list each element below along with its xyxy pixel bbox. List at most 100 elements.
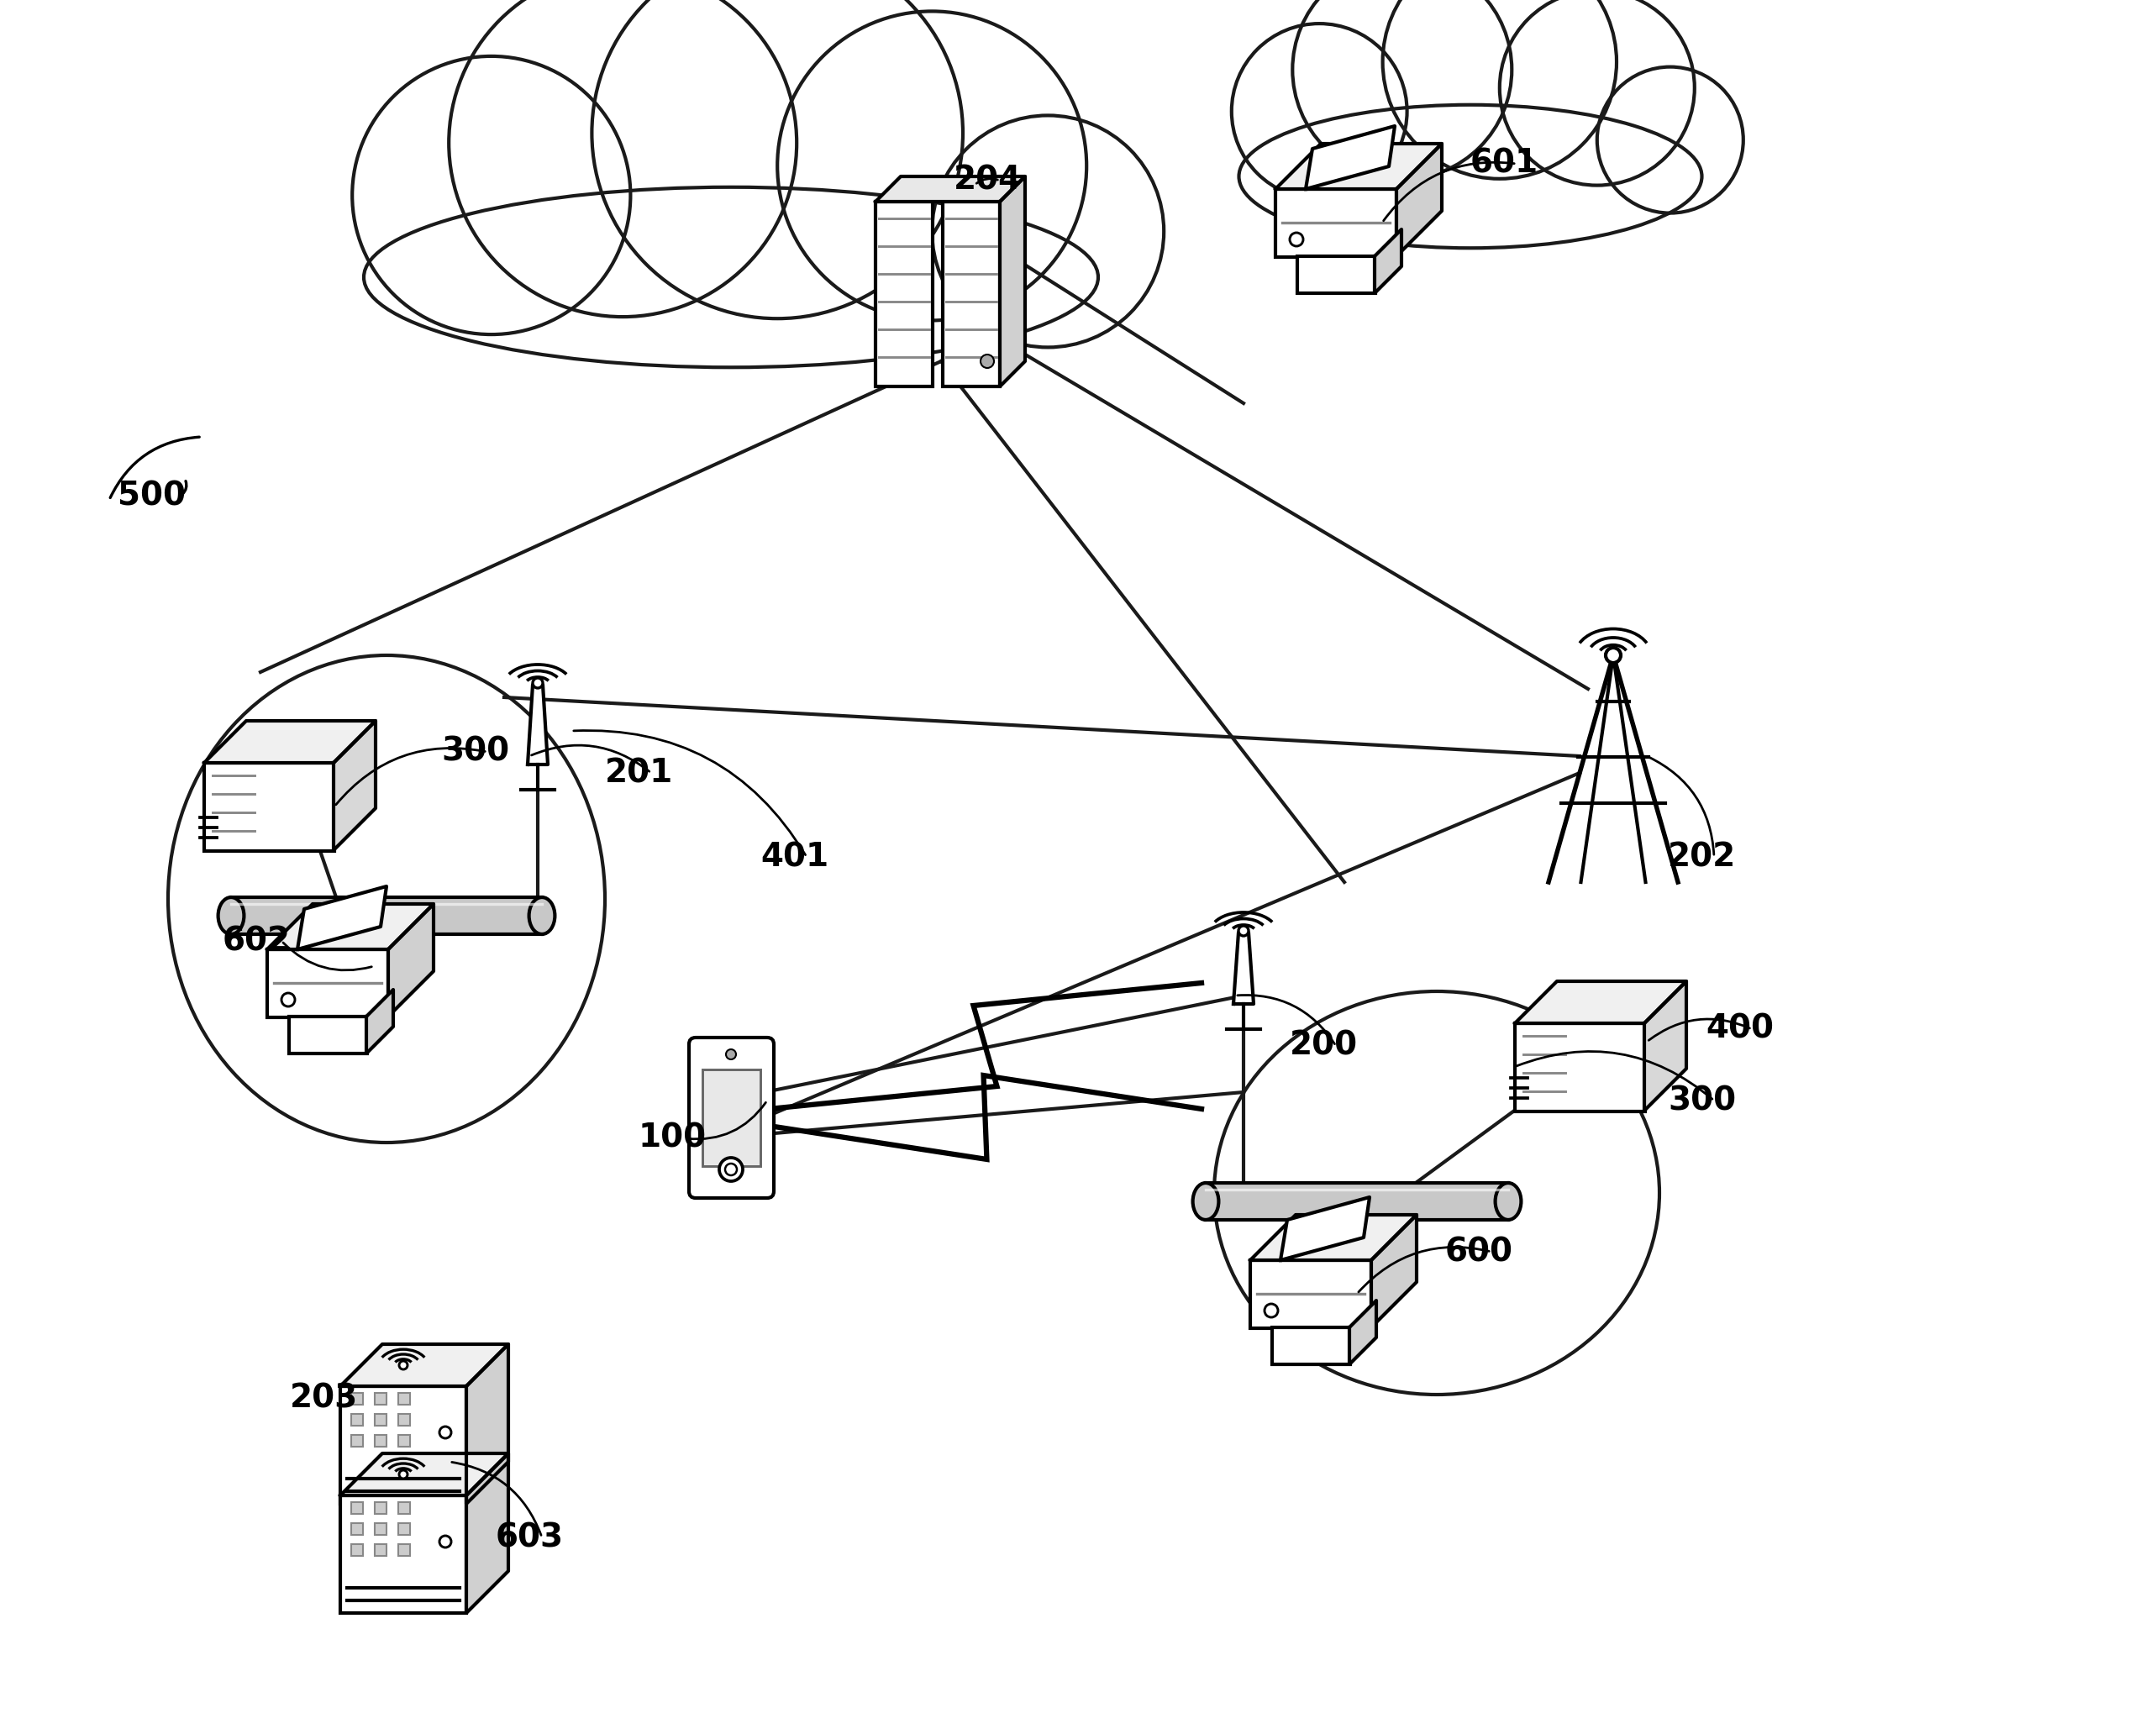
Circle shape <box>533 678 543 688</box>
FancyBboxPatch shape <box>399 1413 410 1425</box>
FancyBboxPatch shape <box>351 1392 362 1405</box>
Circle shape <box>981 354 994 368</box>
Circle shape <box>399 1470 407 1479</box>
Text: 203: 203 <box>289 1382 358 1415</box>
FancyBboxPatch shape <box>1250 1261 1371 1328</box>
Ellipse shape <box>218 896 244 935</box>
Circle shape <box>593 0 964 319</box>
Circle shape <box>1266 1304 1279 1318</box>
Circle shape <box>1289 232 1302 246</box>
Polygon shape <box>1371 1216 1416 1328</box>
Circle shape <box>440 1427 451 1437</box>
Polygon shape <box>388 903 433 1016</box>
FancyBboxPatch shape <box>942 201 1000 387</box>
Text: 602: 602 <box>222 924 291 957</box>
FancyBboxPatch shape <box>375 1502 386 1514</box>
FancyBboxPatch shape <box>690 1037 774 1198</box>
FancyBboxPatch shape <box>375 1522 386 1535</box>
Polygon shape <box>1516 981 1686 1023</box>
FancyBboxPatch shape <box>351 1413 362 1425</box>
Circle shape <box>1382 0 1617 179</box>
Circle shape <box>399 1361 407 1370</box>
Circle shape <box>1606 649 1621 662</box>
FancyBboxPatch shape <box>875 201 934 387</box>
Polygon shape <box>466 1344 509 1503</box>
Text: 200: 200 <box>1289 1030 1358 1061</box>
Circle shape <box>778 10 1087 321</box>
Text: 300: 300 <box>442 735 509 768</box>
FancyBboxPatch shape <box>351 1436 362 1446</box>
Polygon shape <box>1350 1300 1376 1365</box>
Text: 500: 500 <box>119 480 185 512</box>
Polygon shape <box>1250 1216 1416 1261</box>
Text: 401: 401 <box>761 841 828 872</box>
FancyBboxPatch shape <box>351 1522 362 1535</box>
Text: 600: 600 <box>1445 1236 1514 1268</box>
Text: 400: 400 <box>1705 1013 1774 1046</box>
Ellipse shape <box>528 896 554 935</box>
Ellipse shape <box>168 655 606 1143</box>
FancyBboxPatch shape <box>289 1016 367 1054</box>
FancyBboxPatch shape <box>399 1392 410 1405</box>
Polygon shape <box>1397 144 1442 257</box>
Circle shape <box>1231 24 1408 199</box>
Polygon shape <box>1376 229 1401 293</box>
Circle shape <box>724 1164 737 1176</box>
Polygon shape <box>1000 177 1024 387</box>
Text: 601: 601 <box>1470 147 1539 180</box>
FancyBboxPatch shape <box>375 1413 386 1425</box>
Polygon shape <box>341 1344 509 1385</box>
FancyBboxPatch shape <box>375 1545 386 1555</box>
FancyBboxPatch shape <box>1205 1183 1509 1219</box>
Ellipse shape <box>364 187 1097 368</box>
Circle shape <box>351 55 630 335</box>
FancyBboxPatch shape <box>267 948 388 1018</box>
Text: 603: 603 <box>496 1521 565 1554</box>
FancyBboxPatch shape <box>351 1502 362 1514</box>
FancyBboxPatch shape <box>341 1385 466 1503</box>
Text: 201: 201 <box>606 758 673 789</box>
Polygon shape <box>875 177 1024 201</box>
Ellipse shape <box>1496 1183 1522 1219</box>
Circle shape <box>448 0 798 317</box>
Ellipse shape <box>1214 992 1660 1394</box>
Circle shape <box>282 994 295 1006</box>
Circle shape <box>727 1049 735 1059</box>
FancyBboxPatch shape <box>341 1495 466 1613</box>
FancyBboxPatch shape <box>1298 257 1376 293</box>
Polygon shape <box>205 721 375 763</box>
Text: 100: 100 <box>638 1122 707 1155</box>
Polygon shape <box>1233 933 1253 1004</box>
Circle shape <box>1501 0 1695 186</box>
Polygon shape <box>528 685 548 765</box>
Circle shape <box>931 116 1164 347</box>
FancyBboxPatch shape <box>375 1436 386 1446</box>
FancyBboxPatch shape <box>351 1545 362 1555</box>
Polygon shape <box>298 886 386 948</box>
Text: 300: 300 <box>1669 1084 1736 1117</box>
FancyBboxPatch shape <box>399 1522 410 1535</box>
Polygon shape <box>1645 981 1686 1111</box>
Circle shape <box>720 1158 744 1181</box>
Polygon shape <box>1307 127 1395 189</box>
FancyBboxPatch shape <box>399 1545 410 1555</box>
Text: 202: 202 <box>1669 841 1736 872</box>
Polygon shape <box>1281 1196 1369 1261</box>
FancyBboxPatch shape <box>703 1070 761 1165</box>
FancyBboxPatch shape <box>1516 1023 1645 1111</box>
FancyBboxPatch shape <box>231 896 541 935</box>
FancyBboxPatch shape <box>399 1502 410 1514</box>
Polygon shape <box>466 1453 509 1613</box>
Polygon shape <box>341 1453 509 1495</box>
Ellipse shape <box>1240 104 1701 248</box>
FancyBboxPatch shape <box>1272 1328 1350 1365</box>
FancyBboxPatch shape <box>205 763 334 851</box>
Circle shape <box>440 1536 451 1547</box>
Polygon shape <box>334 721 375 850</box>
Polygon shape <box>367 990 392 1054</box>
FancyBboxPatch shape <box>375 1392 386 1405</box>
Circle shape <box>1291 0 1511 179</box>
Polygon shape <box>1276 144 1442 189</box>
FancyBboxPatch shape <box>1276 189 1397 257</box>
Polygon shape <box>267 903 433 948</box>
